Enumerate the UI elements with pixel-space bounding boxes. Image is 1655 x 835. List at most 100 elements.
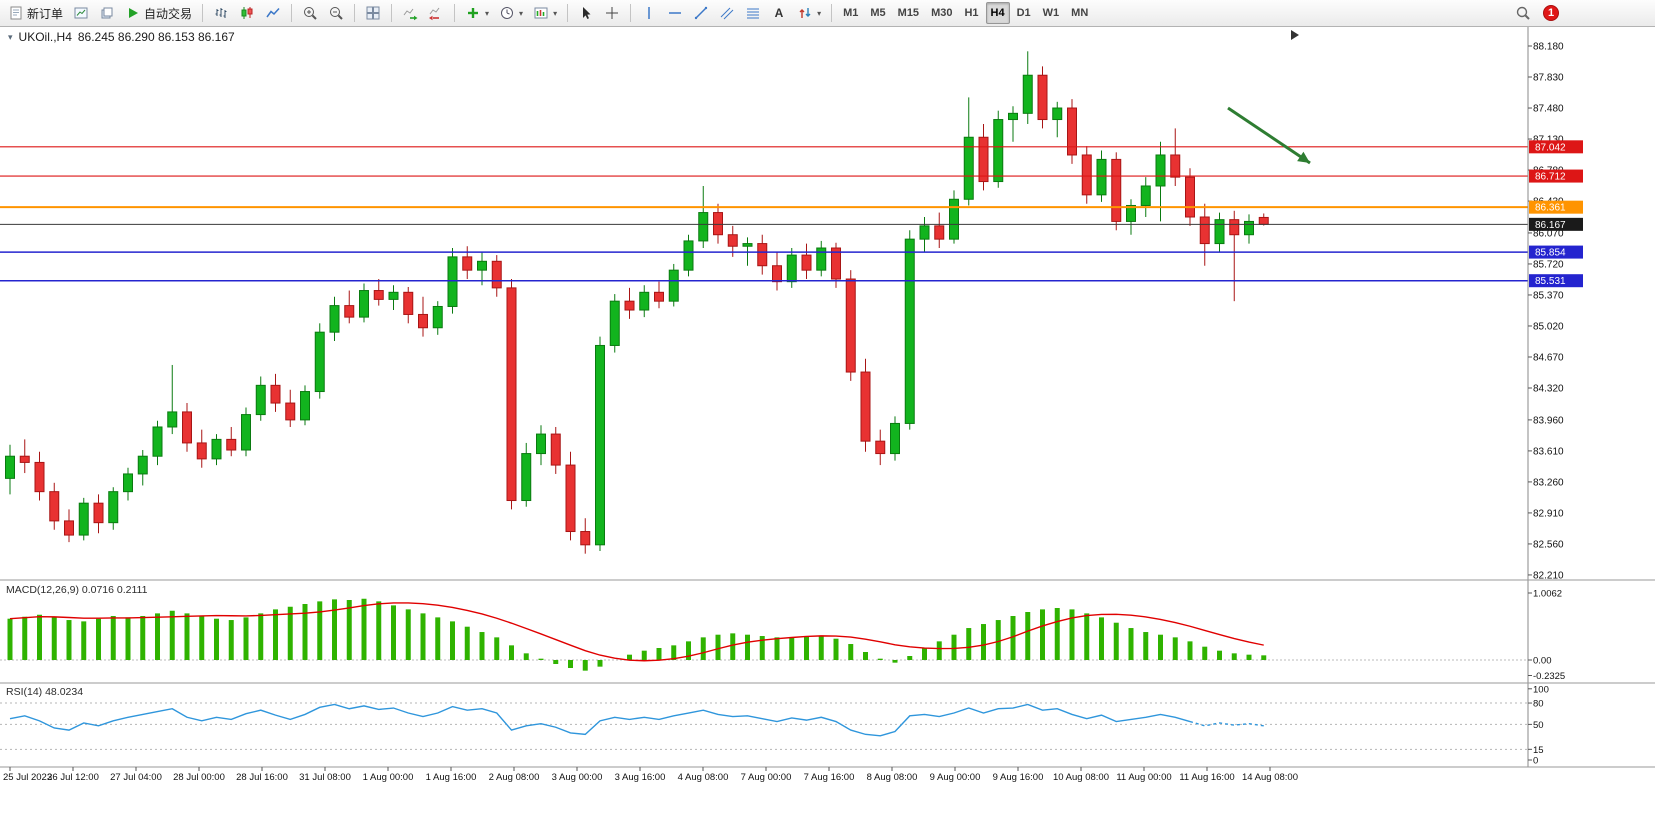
zoomin-icon [302,5,318,21]
vline-icon [641,5,657,21]
zoom-in-button[interactable] [298,2,322,24]
tile-windows-button[interactable] [361,2,385,24]
timeframe-m5[interactable]: M5 [870,7,886,19]
main-toolbar: 新订单 自动交易 ▾ ▾ ▾ A ▾ M1 M5 M15 M30 H1 H4 D1 W1 MN 1 [0,0,1655,27]
notification-badge[interactable]: 1 [1543,5,1559,21]
new-chart-button[interactable] [69,2,93,24]
trendline-button[interactable] [689,2,713,24]
timeframe-m15[interactable]: M15 [897,7,920,19]
template-icon [533,5,549,21]
svg-text:87.042: 87.042 [1535,142,1566,153]
timeframe-h1[interactable]: H1 [964,7,979,19]
crosshair-button[interactable] [600,2,624,24]
templates-button[interactable]: ▾ [529,2,561,24]
price-axis[interactable]: 88.18087.83087.48087.13086.78086.43086.0… [1528,42,1583,582]
timeframe-h4[interactable]: H4 [985,2,1010,24]
trend-arrow-annotation [1227,106,1311,165]
svg-text:28 Jul 00:00: 28 Jul 00:00 [173,772,225,783]
macd-label: MACD(12,26,9) 0.0716 0.2111 [6,584,148,596]
profiles-button[interactable] [95,2,119,24]
level-lines[interactable] [0,146,1528,282]
symbol-period: UKOil.,H4 [18,30,72,44]
toolbar-separator [831,4,833,22]
layers-icon [99,5,115,21]
svg-text:3 Aug 00:00: 3 Aug 00:00 [552,772,603,783]
channel-button[interactable] [715,2,739,24]
svg-text:11 Aug 00:00: 11 Aug 00:00 [1116,772,1171,783]
chart-candles-button[interactable] [235,2,259,24]
svg-text:80: 80 [1533,699,1544,710]
candlesticks [5,51,1269,554]
tiles-icon [365,5,381,21]
ohlc-values: 86.245 86.290 86.153 86.167 [77,30,235,44]
svg-text:9 Aug 00:00: 9 Aug 00:00 [930,772,981,783]
bars-icon [213,5,229,21]
periods-button[interactable]: ▾ [495,2,527,24]
one-click-trading-toggle-icon[interactable]: ▾ [8,31,13,42]
fibo-icon [745,5,761,21]
timeframe-m1[interactable]: M1 [843,7,859,19]
arrows-tool-button[interactable]: ▾ [793,2,825,24]
svg-text:85.531: 85.531 [1535,276,1566,287]
annotations[interactable] [1227,30,1311,165]
svg-text:11 Aug 16:00: 11 Aug 16:00 [1179,772,1234,783]
toolbar-separator [391,4,393,22]
svg-text:9 Aug 16:00: 9 Aug 16:00 [993,772,1044,783]
cursor-button[interactable] [574,2,598,24]
linechart-icon [265,5,281,21]
svg-text:0.00: 0.00 [1533,656,1552,667]
autotrading-button[interactable]: 自动交易 [121,2,196,24]
timeframe-m30[interactable]: M30 [931,7,953,19]
zoom-out-button[interactable] [324,2,348,24]
auto-scroll-button[interactable] [398,2,422,24]
dropdown-caret-icon: ▾ [553,8,558,18]
new-order-button[interactable]: 新订单 [4,2,67,24]
dropdown-caret-icon: ▾ [817,8,822,18]
svg-text:2 Aug 08:00: 2 Aug 08:00 [489,772,540,783]
svg-text:82.210: 82.210 [1533,570,1564,581]
fibonacci-button[interactable] [741,2,765,24]
rsi-pane: 100 80 50 150 [0,684,1549,767]
svg-text:86.361: 86.361 [1535,203,1566,214]
clock-icon [499,5,515,21]
chart-shift-marker-icon [1291,30,1299,40]
timeframe-w1[interactable]: W1 [1042,7,1060,19]
indicators-button[interactable]: ▾ [461,2,493,24]
vertical-line-button[interactable] [637,2,661,24]
timeframe-mn[interactable]: MN [1071,7,1089,19]
chart-line-button[interactable] [261,2,285,24]
svg-text:84.320: 84.320 [1533,383,1564,394]
toolbar-separator [354,4,356,22]
autotrading-button-label: 自动交易 [144,6,193,21]
svg-text:85.020: 85.020 [1533,321,1564,332]
chart-region[interactable]: 88.18087.83087.48087.13086.78086.43086.0… [0,27,1655,835]
play-icon [125,5,141,21]
new-order-button-label: 新订单 [27,6,64,21]
chart-canvas[interactable]: 88.18087.83087.48087.13086.78086.43086.0… [0,27,1655,835]
timeframe-d1[interactable]: D1 [1016,7,1031,19]
text-label-button[interactable]: A [767,2,791,24]
toolbar-separator [202,4,204,22]
rsi-label: RSI(14) 48.0234 [6,686,84,698]
toolbar-separator [291,4,293,22]
toolbar-separator [567,4,569,22]
arrows-icon [797,5,813,21]
svg-text:86.712: 86.712 [1535,172,1566,183]
svg-text:15: 15 [1533,745,1544,756]
svg-text:1 Aug 16:00: 1 Aug 16:00 [426,772,477,783]
svg-text:3 Aug 16:00: 3 Aug 16:00 [615,772,666,783]
chart-bars-button[interactable] [209,2,233,24]
svg-text:85.720: 85.720 [1533,259,1564,270]
doc-icon [8,5,24,21]
toolbar-separator [454,4,456,22]
chart-shift-button[interactable] [424,2,448,24]
macd-pane: 1.0062 0.00 -0.2325 [0,588,1565,682]
svg-text:4 Aug 08:00: 4 Aug 08:00 [678,772,729,783]
svg-text:14 Aug 08:00: 14 Aug 08:00 [1242,772,1298,783]
horizontal-line-button[interactable] [663,2,687,24]
cursor-icon [578,5,594,21]
toolbar-separator [630,4,632,22]
svg-text:84.670: 84.670 [1533,352,1564,363]
search-symbol-button[interactable] [1511,2,1535,24]
